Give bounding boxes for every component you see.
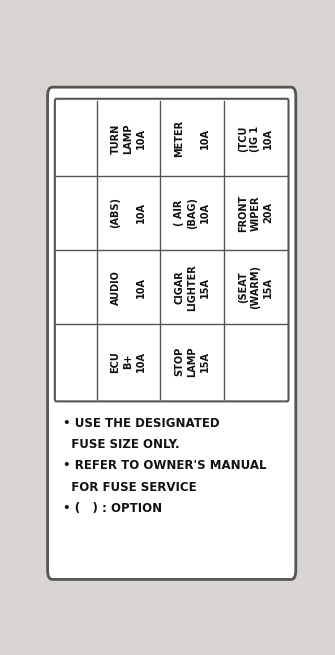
Text: TURN
LAMP
10A: TURN LAMP 10A <box>111 123 146 154</box>
Text: STOP
LAMP
15A: STOP LAMP 15A <box>174 346 210 377</box>
Text: METER

10A: METER 10A <box>174 120 210 157</box>
Text: • USE THE DESIGNATED: • USE THE DESIGNATED <box>63 417 219 430</box>
Text: • (   ) : OPTION: • ( ) : OPTION <box>63 502 162 515</box>
Text: (ABS)

10A: (ABS) 10A <box>111 197 146 229</box>
Text: (TCU
(IG 1
10A: (TCU (IG 1 10A <box>238 125 273 152</box>
Text: FRONT
WIPER
20A: FRONT WIPER 20A <box>238 195 273 231</box>
Text: CIGAR
LIGHTER
15A: CIGAR LIGHTER 15A <box>174 264 210 310</box>
Text: ECU
B+
10A: ECU B+ 10A <box>111 351 146 373</box>
Text: ( AIR
(BAG)
10A: ( AIR (BAG) 10A <box>174 197 210 229</box>
FancyBboxPatch shape <box>48 87 296 580</box>
Text: FUSE SIZE ONLY.: FUSE SIZE ONLY. <box>63 438 179 451</box>
Text: (SEAT
(WARM)
15A: (SEAT (WARM) 15A <box>238 265 273 309</box>
Text: AUDIO

10A: AUDIO 10A <box>111 270 146 305</box>
Text: • REFER TO OWNER'S MANUAL: • REFER TO OWNER'S MANUAL <box>63 459 266 472</box>
Text: FOR FUSE SERVICE: FOR FUSE SERVICE <box>63 481 196 494</box>
FancyBboxPatch shape <box>55 99 288 402</box>
